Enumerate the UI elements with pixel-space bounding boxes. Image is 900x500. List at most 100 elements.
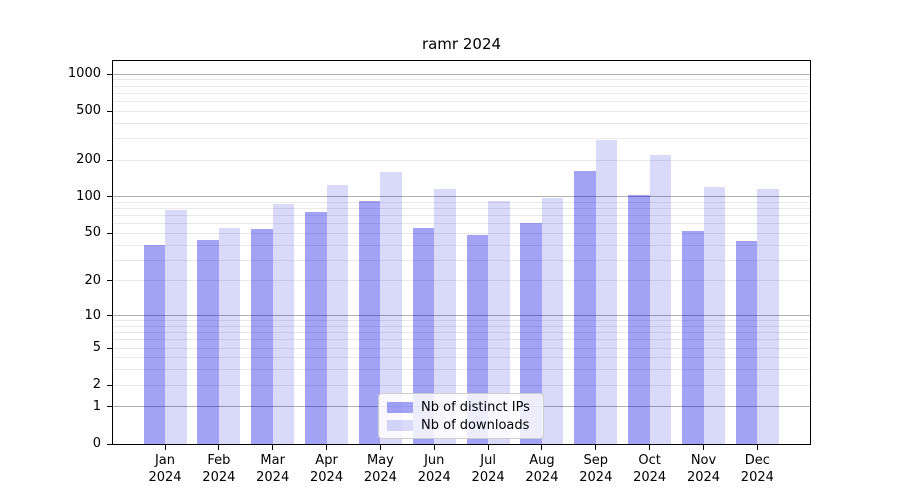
x-tick-sep bbox=[595, 445, 597, 450]
gridline-minor bbox=[113, 384, 810, 386]
gridline-minor bbox=[113, 244, 810, 246]
x-tick-apr bbox=[326, 445, 328, 450]
bar-downloads-sep bbox=[595, 140, 618, 444]
gridline-minor bbox=[113, 320, 810, 322]
bar-distinct-ips-mar bbox=[251, 229, 273, 444]
x-tick-feb bbox=[218, 445, 220, 450]
y-tick-100 bbox=[107, 196, 112, 198]
y-label-20: 20 bbox=[84, 272, 101, 288]
bar-downloads-may bbox=[380, 172, 402, 444]
gridline-minor bbox=[113, 347, 810, 349]
x-label-jul: Jul 2024 bbox=[471, 453, 505, 485]
x-label-aug: Aug 2024 bbox=[525, 453, 559, 485]
gridline-minor bbox=[113, 100, 810, 102]
y-tick-1000 bbox=[107, 73, 112, 75]
x-label-oct: Oct 2024 bbox=[633, 453, 667, 485]
bar-distinct-ips-may bbox=[358, 201, 381, 444]
bar-distinct-ips-dec bbox=[735, 241, 758, 444]
bar-distinct-ips-sep bbox=[574, 170, 596, 444]
y-tick-20 bbox=[107, 280, 112, 282]
gridline-minor bbox=[113, 110, 810, 112]
gridline-minor bbox=[113, 339, 810, 341]
legend-swatch-downloads bbox=[387, 419, 413, 431]
y-tick-0 bbox=[107, 443, 112, 445]
x-label-dec: Dec 2024 bbox=[740, 453, 774, 485]
gridline-major bbox=[113, 196, 810, 198]
bar-downloads-dec bbox=[757, 189, 779, 444]
bar-downloads-mar bbox=[272, 203, 295, 444]
y-label-1000: 1000 bbox=[67, 66, 101, 82]
gridline-minor bbox=[113, 332, 810, 334]
x-label-mar: Mar 2024 bbox=[256, 453, 290, 485]
legend-item-downloads: Nb of downloads bbox=[387, 418, 535, 433]
y-label-100: 100 bbox=[76, 188, 101, 204]
bar-downloads-oct bbox=[649, 155, 672, 444]
legend-swatch-distinct-ips bbox=[387, 401, 413, 413]
bar-downloads-jun bbox=[434, 189, 456, 444]
gridline-major bbox=[113, 73, 810, 75]
x-tick-jan bbox=[164, 445, 166, 450]
gridline-major bbox=[113, 315, 810, 317]
y-tick-5 bbox=[107, 347, 112, 349]
y-label-200: 200 bbox=[76, 152, 101, 168]
y-label-1: 1 bbox=[92, 398, 101, 414]
bar-downloads-feb bbox=[218, 227, 241, 444]
x-tick-oct bbox=[649, 445, 651, 450]
y-label-10: 10 bbox=[84, 307, 101, 323]
x-label-feb: Feb 2024 bbox=[202, 453, 236, 485]
bar-distinct-ips-nov bbox=[682, 231, 704, 444]
legend-label-distinct-ips: Nb of distinct IPs bbox=[421, 399, 530, 415]
legend: Nb of distinct IPs Nb of downloads bbox=[378, 393, 544, 439]
x-tick-aug bbox=[541, 445, 543, 450]
y-tick-1 bbox=[107, 406, 112, 408]
y-tick-200 bbox=[107, 159, 112, 161]
bar-distinct-ips-jun bbox=[412, 228, 435, 444]
chart-title: ramr 2024 bbox=[421, 35, 502, 53]
gridline-minor bbox=[113, 137, 810, 139]
x-tick-nov bbox=[703, 445, 704, 450]
y-label-0: 0 bbox=[92, 436, 101, 451]
gridline-minor bbox=[113, 325, 810, 327]
bar-distinct-ips-oct bbox=[628, 194, 650, 444]
x-tick-dec bbox=[756, 445, 758, 450]
bar-distinct-ips-aug bbox=[520, 223, 542, 444]
bar-downloads-jan bbox=[165, 210, 187, 444]
bar-distinct-ips-apr bbox=[305, 212, 327, 444]
gridline-minor bbox=[113, 369, 810, 371]
x-tick-jul bbox=[487, 445, 489, 450]
y-tick-2 bbox=[107, 384, 112, 386]
gridline-minor bbox=[113, 85, 810, 87]
gridline-minor bbox=[113, 223, 810, 225]
legend-item-distinct-ips: Nb of distinct IPs bbox=[387, 400, 535, 415]
legend-label-downloads: Nb of downloads bbox=[421, 417, 530, 433]
x-tick-jun bbox=[433, 445, 435, 450]
bar-distinct-ips-jan bbox=[143, 245, 165, 444]
x-label-apr: Apr 2024 bbox=[310, 453, 344, 485]
x-label-nov: Nov 2024 bbox=[686, 453, 721, 485]
y-tick-500 bbox=[107, 110, 112, 112]
gridline-minor bbox=[113, 201, 810, 203]
x-label-may: May 2024 bbox=[363, 453, 397, 485]
bar-distinct-ips-feb bbox=[197, 240, 219, 444]
x-tick-may bbox=[379, 445, 381, 450]
gridline-minor bbox=[113, 79, 810, 81]
x-tick-mar bbox=[272, 445, 274, 450]
gridline-minor bbox=[113, 122, 810, 124]
x-label-jun: Jun 2024 bbox=[417, 453, 451, 485]
gridline-minor bbox=[113, 259, 810, 261]
y-label-5: 5 bbox=[92, 340, 101, 356]
y-label-50: 50 bbox=[84, 225, 101, 241]
x-label-sep: Sep 2024 bbox=[579, 453, 613, 485]
y-label-2: 2 bbox=[92, 377, 101, 393]
bar-downloads-nov bbox=[703, 187, 725, 444]
bar-downloads-aug bbox=[541, 197, 564, 444]
gridline-minor bbox=[113, 215, 810, 217]
gridline-minor bbox=[113, 357, 810, 359]
gridline-minor bbox=[113, 280, 810, 282]
x-label-jan: Jan 2024 bbox=[148, 453, 182, 485]
gridline-minor bbox=[113, 92, 810, 94]
gridline-minor bbox=[113, 232, 810, 234]
bar-downloads-jul bbox=[488, 200, 510, 444]
gridline-minor bbox=[113, 208, 810, 210]
